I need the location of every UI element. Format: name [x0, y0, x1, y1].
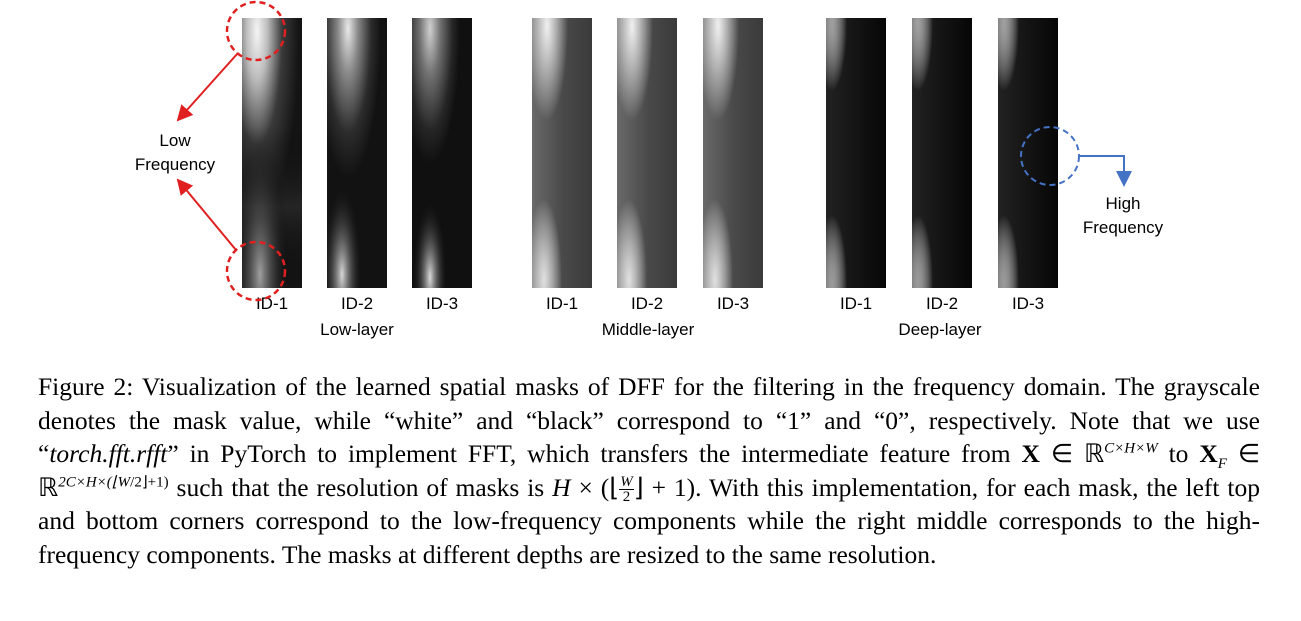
- caption-text-2: ” in PyTorch to implement FFT, which tra…: [167, 439, 1022, 468]
- mask-deep-id2: [912, 18, 972, 288]
- high-frequency-label: High Frequency: [1068, 192, 1178, 240]
- mask-id-label: ID-1: [545, 294, 579, 313]
- mask-id-label: ID-3: [425, 294, 459, 313]
- low-frequency-bottom-circle: [225, 240, 287, 302]
- high-frequency-arrow: [1079, 155, 1132, 187]
- figure-caption: Figure 2: Visualization of the learned s…: [38, 372, 1261, 569]
- mask-id-label: ID-2: [925, 294, 959, 313]
- low-frequency-arrow-down: [176, 178, 237, 251]
- mask-low-id3: [412, 18, 472, 288]
- mask-id-label: ID-3: [1011, 294, 1045, 313]
- caption-code: torch.fft.rfft: [49, 439, 168, 468]
- high-frequency-line1: High: [1105, 194, 1141, 213]
- caption-text-3: such that the resolution of masks is: [168, 472, 553, 502]
- math-x: X ∈ ℝC×H×W: [1021, 439, 1158, 468]
- figure-label: Figure 2:: [38, 372, 134, 401]
- caption-text-4: . With this implementation, for each mas…: [38, 472, 1260, 569]
- group-label-low: Low-layer: [320, 320, 394, 339]
- mask-mid-id3: [703, 18, 763, 288]
- high-frequency-circle: [1020, 126, 1080, 186]
- annotation-overlay: [176, 0, 1132, 302]
- low-frequency-top-circle: [225, 0, 287, 62]
- group-label-middle: Middle-layer: [601, 320, 695, 339]
- mask-id-label: ID-1: [255, 294, 289, 313]
- math-xf: XF ∈ ℝ2C×H×(⌊W/2⌋+1): [38, 439, 1261, 502]
- mask-deep-id3: [998, 18, 1058, 288]
- low-frequency-line1: Low: [159, 131, 191, 150]
- mask-id-label: ID-3: [716, 294, 750, 313]
- mask-low-id1: [242, 18, 302, 288]
- math-resolution: H × (⌊ W 2 ⌋ + 1): [552, 472, 696, 506]
- mask-id-label: ID-1: [839, 294, 873, 313]
- mask-id-label: ID-2: [340, 294, 374, 313]
- high-frequency-line2: Frequency: [1082, 218, 1164, 237]
- low-frequency-label: Low Frequency: [120, 129, 230, 177]
- mask-mid-id1: [532, 18, 592, 288]
- low-frequency-line2: Frequency: [134, 155, 216, 174]
- mask-low-id2: [327, 18, 387, 288]
- group-label-deep: Deep-layer: [898, 320, 982, 339]
- figure: ID-1 ID-2 ID-3 ID-1 ID-2 ID-3 ID-1 ID-2 …: [120, 0, 1178, 339]
- mask-id-label: ID-2: [630, 294, 664, 313]
- caption-text-1: Visualization of the learned spatial mas…: [38, 372, 1260, 468]
- low-frequency-arrow-up: [176, 52, 239, 122]
- mask-deep-id1: [826, 18, 886, 288]
- mask-mid-id2: [617, 18, 677, 288]
